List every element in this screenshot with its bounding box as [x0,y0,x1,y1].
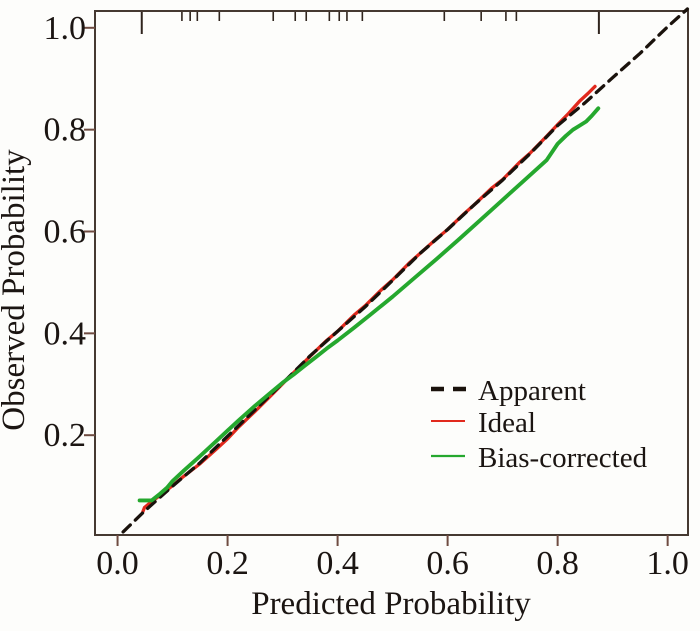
x-tick-label: 1.0 [646,545,689,582]
x-tick-label: 0.2 [206,545,249,582]
legend-label-ideal: Ideal [478,407,536,439]
legend: Apparent Ideal Bias-corrected [431,375,648,474]
y-tick-label: 0.4 [44,315,87,352]
legend-label-apparent: Apparent [478,375,586,407]
x-tick-label: 0.8 [536,545,579,582]
legend-label-bias-corrected: Bias-corrected [478,442,648,474]
plot-dynamic-layer: 0.0 0.2 0.4 0.6 0.8 1.0 0.2 0.4 0.6 0.8 1.0 [44,7,690,582]
series-curve-bias-corrected [137,106,601,503]
x-tick-label: 0.6 [426,545,469,582]
y-tick-label: 1.0 [44,10,87,47]
x-tick-label: 0.0 [96,545,139,582]
x-axis-title: Predicted Probability [251,586,531,622]
series-curve-apparent [121,7,690,534]
y-tick-label: 0.6 [44,213,87,250]
y-tick-label: 0.2 [44,417,87,454]
y-tick-label: 0.8 [44,112,87,149]
y-axis-title: Observed Probability [0,149,32,431]
plot-frame [94,10,689,536]
x-tick-label: 0.4 [316,545,359,582]
